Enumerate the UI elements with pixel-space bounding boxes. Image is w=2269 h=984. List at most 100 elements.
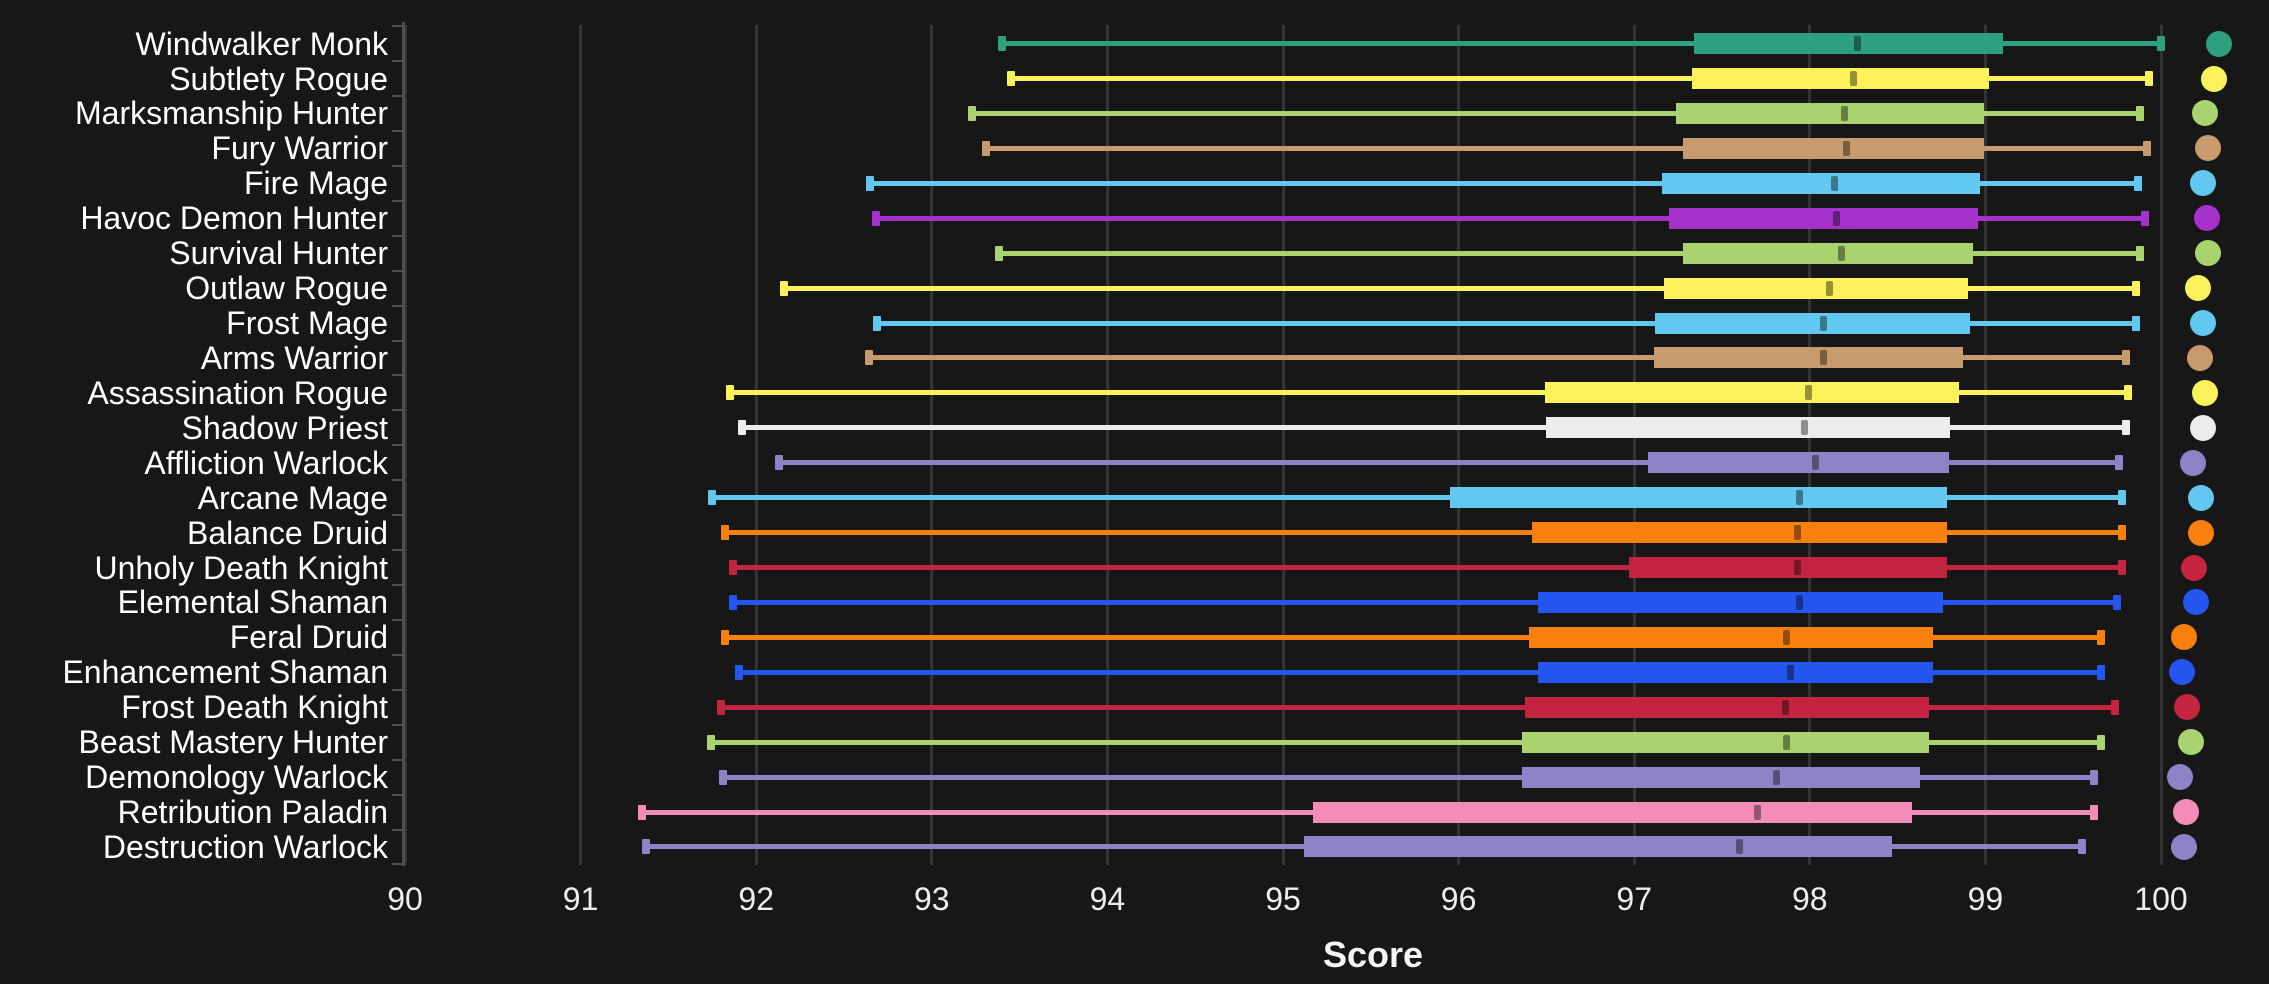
median-line (1794, 525, 1801, 541)
iqr-box (1628, 557, 1947, 579)
median-line (1825, 280, 1833, 296)
whisker-cap-low (717, 699, 726, 715)
whisker-cap-high (2090, 804, 2099, 820)
iqr-box (1664, 277, 1968, 299)
y-axis-tick (392, 60, 402, 63)
row-label: Windwalker Monk (135, 25, 388, 62)
median-line (1820, 315, 1828, 331)
y-axis-tick (392, 828, 402, 831)
class-color-dot (2193, 205, 2220, 232)
whisker-cap-high (2132, 315, 2141, 331)
class-color-dot (2190, 414, 2217, 441)
whisker-cap-low (780, 280, 789, 296)
whisker-cap-low (641, 839, 650, 855)
median-line (1850, 71, 1858, 87)
iqr-box (1683, 137, 1984, 159)
median-line (1804, 385, 1812, 401)
iqr-box (1449, 487, 1947, 509)
whisker-cap-high (2097, 664, 2106, 680)
y-axis-tick (392, 653, 402, 656)
gridline-95 (1281, 25, 1285, 865)
whisker-cap-high (2121, 350, 2130, 366)
whisker-line (998, 250, 2140, 256)
class-color-dot (2200, 65, 2227, 92)
y-axis-tick (392, 863, 402, 866)
whisker-cap-high (2135, 105, 2144, 121)
iqr-box (1655, 312, 1970, 334)
whisker-cap-low (734, 664, 743, 680)
whisker-cap-high (2097, 734, 2106, 750)
row-label: Havoc Demon Hunter (80, 200, 388, 237)
whisker-cap-high (2090, 769, 2099, 785)
iqr-box (1544, 382, 1960, 404)
y-axis-tick (392, 269, 402, 272)
whisker-cap-high (2111, 699, 2120, 715)
iqr-box (1532, 522, 1947, 544)
whisker-line (733, 599, 2118, 605)
x-tick-label-96: 96 (1440, 881, 1477, 917)
whisker-cap-low (638, 804, 647, 820)
y-axis-tick (392, 234, 402, 237)
row-label: Beast Mastery Hunter (78, 724, 388, 761)
whisker-line (779, 460, 2119, 466)
gridline-98 (1808, 25, 1812, 865)
median-line (1801, 420, 1809, 436)
whisker-line (722, 774, 2095, 780)
iqr-box (1521, 731, 1930, 753)
y-axis-tick (392, 758, 402, 761)
class-color-dot (2195, 240, 2222, 267)
x-tick-label-97: 97 (1616, 881, 1652, 917)
iqr-box (1676, 102, 1984, 124)
y-axis-tick (392, 94, 402, 97)
whisker-cap-low (718, 769, 727, 785)
class-color-dot (2188, 519, 2215, 546)
class-color-dot (2170, 833, 2197, 860)
median-line (1837, 245, 1845, 261)
row-label: Retribution Paladin (117, 794, 388, 831)
row-label: Fire Mage (243, 165, 388, 202)
median-line (1794, 560, 1801, 576)
median-line (1841, 105, 1849, 121)
x-tick-label-99: 99 (1967, 881, 2004, 917)
iqr-box (1669, 207, 1979, 229)
whisker-line (724, 530, 2123, 536)
whisker-line (742, 425, 2126, 431)
gridline-100 (2159, 25, 2163, 865)
class-color-dot (2191, 100, 2218, 127)
class-color-dot (2186, 344, 2213, 371)
whisker-cap-low (729, 594, 738, 610)
median-line (1832, 210, 1840, 226)
y-axis-tick (392, 584, 402, 586)
row-label: Subtlety Rogue (169, 60, 388, 97)
class-color-dot (2190, 310, 2217, 337)
row-label: Arcane Mage (197, 479, 388, 516)
row-label: Enhancement Shaman (62, 654, 388, 691)
class-color-dot (2183, 589, 2210, 616)
whisker-cap-low (775, 455, 784, 471)
y-axis-tick (392, 164, 402, 167)
gridline-94 (1105, 25, 1109, 865)
class-color-dot (2195, 135, 2222, 162)
x-tick-label-94: 94 (1089, 881, 1126, 917)
row-label: Fury Warrior (211, 130, 388, 167)
whisker-cap-low (982, 140, 991, 156)
iqr-box (1537, 591, 1944, 613)
class-color-dot (2191, 379, 2218, 406)
median-line (1772, 769, 1780, 785)
y-axis-tick (392, 339, 402, 342)
whisker-cap-low (706, 734, 715, 750)
whisker-line (868, 355, 2126, 361)
whisker-cap-low (729, 560, 738, 576)
class-color-dot (2177, 729, 2204, 756)
whisker-cap-low (864, 350, 873, 366)
whisker-line (738, 669, 2102, 675)
median-line (1753, 804, 1761, 820)
iqr-box (1537, 661, 1933, 683)
whisker-cap-high (2077, 839, 2086, 855)
whisker-line (712, 495, 2123, 501)
whisker-cap-high (2134, 175, 2143, 191)
whisker-line (724, 634, 2102, 640)
row-label: Assassination Rogue (87, 374, 388, 411)
y-axis-tick (392, 25, 402, 28)
class-color-dot (2188, 484, 2215, 511)
